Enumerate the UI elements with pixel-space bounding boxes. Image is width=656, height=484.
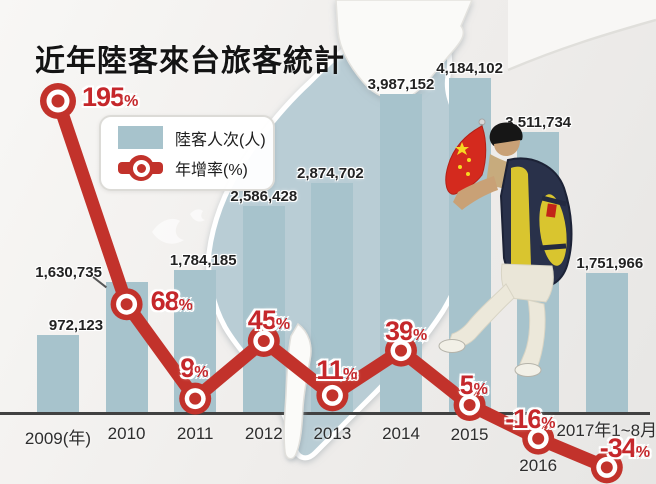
growth-label-number: 45 [247, 305, 277, 335]
bar [585, 273, 628, 413]
bar-value-label: 1,751,966 [576, 255, 644, 272]
growth-label-percent-sign: % [275, 316, 291, 333]
bar-value-label: 3,987,152 [367, 76, 435, 93]
growth-label: 68% [150, 286, 193, 317]
growth-label: 45% [247, 305, 291, 336]
legend-row-bars: 陸客人次(人) [101, 126, 273, 150]
x-axis-label: 2013 [313, 424, 352, 443]
torn-corner-edge [507, 18, 656, 72]
bar-value-label: 1,784,185 [169, 252, 237, 269]
growth-label-percent-sign: % [342, 366, 358, 384]
legend-line-marker-icon [118, 155, 163, 182]
backpack-yellow-strap [511, 166, 531, 274]
growth-label-number: 11 [316, 355, 344, 386]
legend-bar-label: 陸客人次(人) [175, 131, 266, 149]
growth-label: 11% [316, 356, 357, 386]
growth-label: -34% [600, 434, 650, 464]
bar-value-label: 2,874,702 [297, 165, 364, 182]
tourist-illustration [438, 118, 573, 377]
legend: 陸客人次(人) 年增率(%) [99, 115, 275, 191]
x-axis-label: 2010 [107, 424, 146, 443]
flag-star-small [458, 165, 462, 169]
chart-title: 近年陸客來台旅客統計 [35, 45, 345, 78]
bar-value-label: 4,184,102 [436, 60, 503, 77]
tourist-left-shoe [438, 339, 466, 353]
bar [105, 282, 148, 413]
x-axis-label: 2009(年) [24, 429, 92, 448]
x-axis-label: 2011 [176, 424, 214, 443]
flag-star-small [466, 172, 470, 176]
backpack-strap-line [539, 243, 567, 251]
growth-label-percent-sign: % [178, 297, 193, 315]
growth-label-number: 195 [82, 82, 125, 112]
growth-label: 9% [180, 352, 209, 384]
growth-label-number: 9 [180, 352, 195, 383]
growth-label-number: -34 [599, 433, 637, 464]
growth-label-number: 68 [150, 286, 180, 317]
torn-corner-top-right [508, 0, 656, 70]
tourist-left-leg [447, 283, 515, 348]
bar-value-label: 1,630,735 [35, 264, 102, 281]
bar-value-label: 972,123 [48, 317, 104, 334]
growth-label-number: -16 [505, 403, 542, 434]
growth-label: 195% [82, 82, 139, 113]
legend-bar-swatch [118, 126, 163, 150]
growth-label-percent-sign: % [541, 414, 556, 432]
legend-row-line: 年增率(%) [101, 155, 273, 182]
flag-star-small [467, 158, 471, 162]
growth-label: -16% [505, 403, 556, 435]
x-axis-label: 2016 [519, 456, 558, 475]
watermark-mark [152, 209, 205, 244]
backpack-flag-patch [546, 203, 557, 218]
legend-line-dot [136, 163, 146, 173]
growth-label-percent-sign: % [635, 444, 651, 462]
x-axis-label: 2012 [244, 424, 283, 443]
bar [37, 335, 79, 413]
growth-label-percent-sign: % [124, 93, 139, 110]
tourist-right-shoe [514, 363, 542, 377]
legend-line-label: 年增率(%) [175, 162, 248, 180]
x-axis-label: 2015 [450, 425, 489, 444]
x-axis-label: 2014 [382, 424, 420, 443]
growth-label-percent-sign: % [194, 363, 209, 381]
tourist-right-leg [519, 299, 546, 369]
